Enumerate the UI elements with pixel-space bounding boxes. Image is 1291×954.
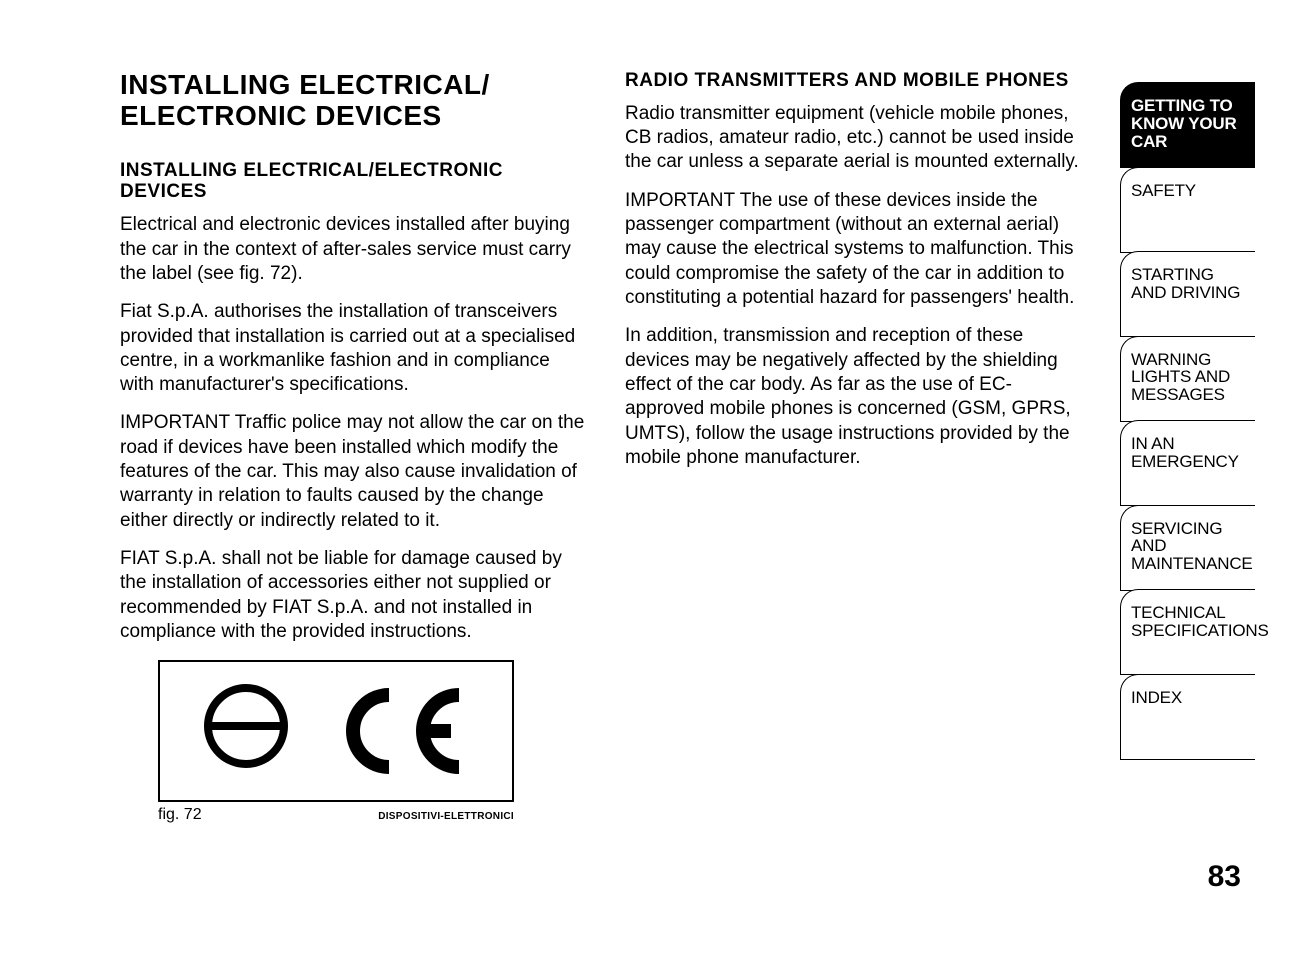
- left-column: INSTALLING ELECTRICAL/ ELECTRONIC DEVICE…: [120, 70, 585, 658]
- ce-mark-icon: [327, 681, 477, 781]
- paragraph: IMPORTANT The use of these devices insid…: [625, 189, 1090, 311]
- paragraph: In addition, transmission and reception …: [625, 324, 1090, 470]
- page-number: 83: [1208, 860, 1241, 894]
- figure-label: fig. 72: [158, 806, 202, 824]
- paragraph: Fiat S.p.A. authorises the installation …: [120, 300, 585, 397]
- nav-tab-index[interactable]: INDEX: [1120, 674, 1255, 760]
- side-nav: GETTING TO KNOW YOUR CAR SAFETY STARTING…: [1120, 82, 1255, 760]
- content-columns: INSTALLING ELECTRICAL/ ELECTRONIC DEVICE…: [120, 70, 1090, 658]
- nav-tab-getting-to-know[interactable]: GETTING TO KNOW YOUR CAR: [1120, 82, 1255, 168]
- manual-page: INSTALLING ELECTRICAL/ ELECTRONIC DEVICE…: [0, 0, 1291, 954]
- e-mark-icon: [196, 681, 296, 781]
- paragraph: Radio transmitter equipment (vehicle mob…: [625, 102, 1090, 175]
- figure-caption: fig. 72 DISPOSITIVI-ELETTRONICI: [158, 806, 514, 824]
- paragraph: FIAT S.p.A. shall not be liable for dama…: [120, 547, 585, 644]
- paragraph: Electrical and electronic devices instal…: [120, 213, 585, 286]
- paragraph: IMPORTANT Traffic police may not allow t…: [120, 411, 585, 533]
- subsection-title: INSTALLING ELECTRICAL/ELECTRONIC DEVICES: [120, 160, 585, 204]
- nav-tab-warning-lights[interactable]: WARNING LIGHTS AND MESSAGES: [1120, 336, 1255, 422]
- right-column: RADIO TRANSMITTERS AND MOBILE PHONES Rad…: [625, 70, 1090, 658]
- section-title: INSTALLING ELECTRICAL/ ELECTRONIC DEVICE…: [120, 70, 585, 132]
- nav-tab-servicing[interactable]: SERVICING AND MAINTENANCE: [1120, 505, 1255, 591]
- nav-tab-safety[interactable]: SAFETY: [1120, 167, 1255, 253]
- figure-frame: [158, 660, 514, 802]
- figure-code: DISPOSITIVI-ELETTRONICI: [378, 811, 514, 822]
- nav-tab-emergency[interactable]: IN AN EMERGENCY: [1120, 420, 1255, 506]
- nav-tab-technical-specs[interactable]: TECHNICAL SPECIFICATIONS: [1120, 589, 1255, 675]
- subsection-title: RADIO TRANSMITTERS AND MOBILE PHONES: [625, 70, 1090, 92]
- figure-72: fig. 72 DISPOSITIVI-ELETTRONICI: [158, 660, 514, 830]
- nav-tab-starting-driving[interactable]: STARTING AND DRIVING: [1120, 251, 1255, 337]
